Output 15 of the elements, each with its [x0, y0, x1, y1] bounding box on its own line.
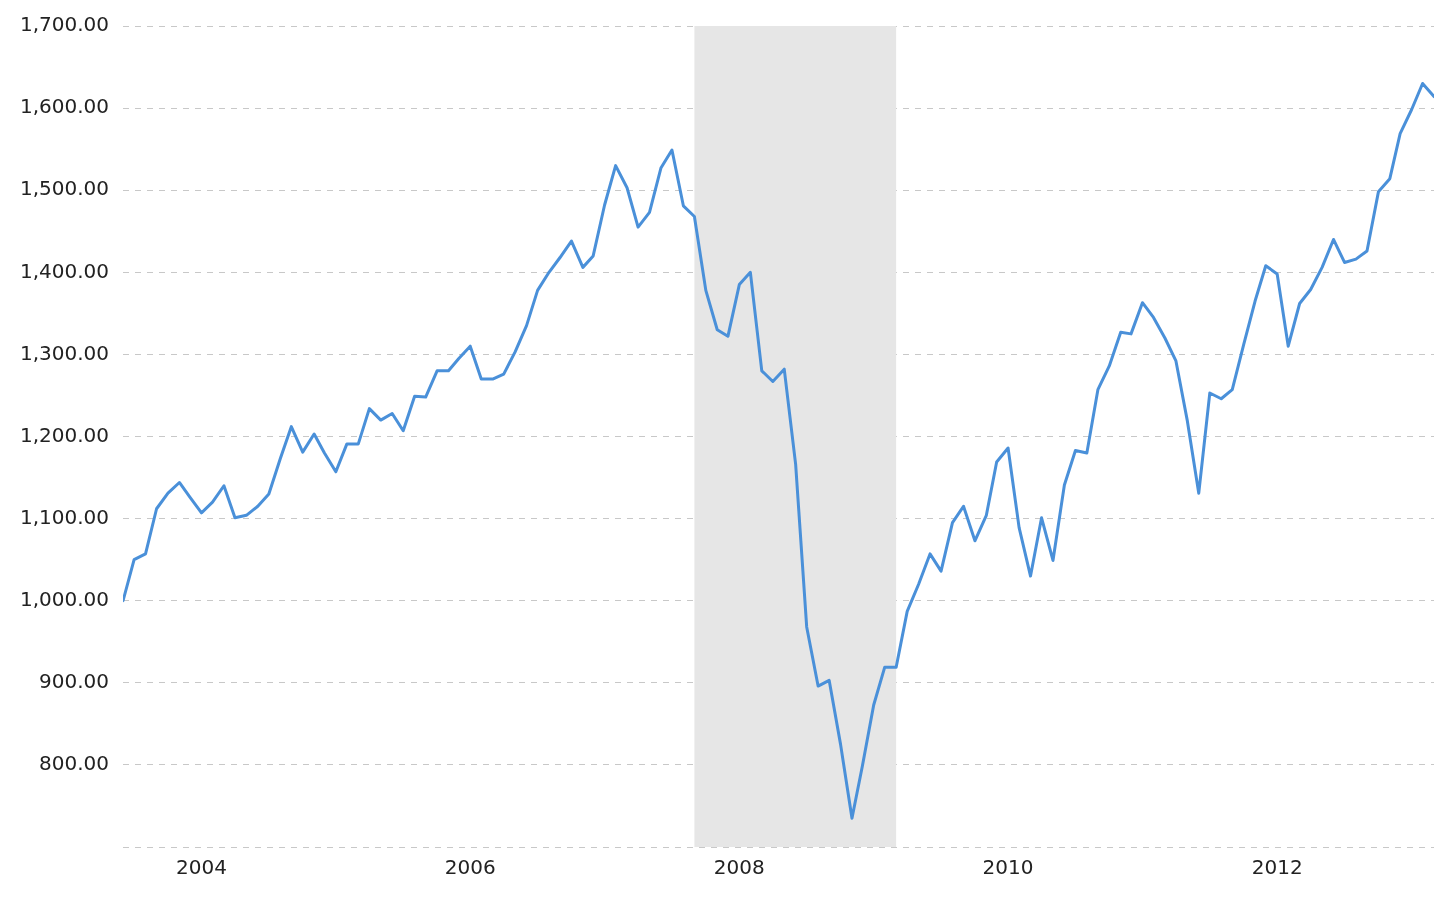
y-tick-label: 1,700.00	[20, 12, 110, 37]
x-tick-label: 2010	[982, 855, 1034, 880]
y-tick-label: 1,300.00	[20, 340, 110, 365]
y-tick-label: 900.00	[39, 669, 110, 693]
y-tick-label: 1,200.00	[20, 422, 110, 447]
y-tick-label: 1,000.00	[20, 586, 110, 611]
y-tick-label: 1,500.00	[20, 176, 110, 201]
x-tick-label: 2008	[713, 855, 765, 880]
y-tick-label: 1,400.00	[20, 258, 110, 283]
x-tick-label: 2004	[176, 855, 227, 880]
y-tick-label: 1,600.00	[20, 94, 110, 119]
x-tick-label: 2006	[444, 855, 496, 880]
y-tick-label: 1,100.00	[20, 504, 110, 529]
y-tick-label: 800.00	[39, 751, 110, 776]
x-tick-label: 2012	[1251, 855, 1303, 880]
